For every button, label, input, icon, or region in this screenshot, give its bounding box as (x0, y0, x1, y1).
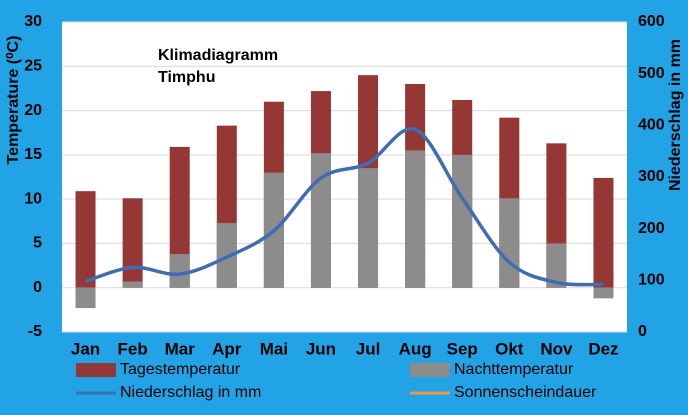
bar (122, 281, 143, 288)
line (85, 127, 604, 287)
legend-label: Tagestemperatur (120, 361, 241, 378)
bar (310, 153, 331, 288)
chart-subtitle: Timphu (158, 69, 215, 86)
legend-label: Nachttemperatur (454, 361, 574, 378)
x-tick-label: Dez (588, 339, 618, 358)
y-tick-label: 10 (24, 190, 42, 207)
x-tick-label: Aug (399, 339, 432, 358)
x-tick-label: Mar (165, 339, 196, 358)
bar (75, 287, 96, 309)
bar (593, 177, 614, 288)
y2-tick-label: 300 (638, 168, 665, 185)
x-tick-label: Jul (356, 339, 381, 358)
y2-tick-label: 400 (638, 117, 665, 134)
bar (122, 198, 143, 288)
bar (358, 168, 379, 288)
legend-label: Sonnenscheindauer (454, 384, 597, 401)
y-tick-label: -5 (28, 323, 42, 340)
y2-tick-label: 200 (638, 220, 665, 237)
y2-axis-label: Niederschlag in mm (667, 39, 684, 191)
plot-area (62, 22, 627, 332)
x-tick-label: Jan (71, 339, 100, 358)
bar (452, 154, 473, 288)
bar (405, 150, 426, 288)
bar (169, 146, 190, 288)
y-tick-label: 0 (33, 279, 42, 296)
bar (593, 287, 614, 299)
y2-tick-label: 500 (638, 65, 665, 82)
legend-swatch (76, 363, 116, 377)
x-tick-label: Sep (447, 339, 478, 358)
y-axis-label: Temperature (⁰C) (5, 36, 22, 165)
bar (546, 243, 567, 288)
y-tick-label: 15 (24, 146, 42, 163)
bar (499, 198, 520, 288)
bar (75, 191, 96, 288)
chart-title: Klimadiagramm (158, 47, 278, 64)
bar (169, 254, 190, 288)
x-tick-label: Mai (260, 339, 288, 358)
y-tick-label: 5 (33, 235, 42, 252)
x-tick-label: Feb (118, 339, 148, 358)
y2-tick-label: 600 (638, 13, 665, 30)
y2-tick-label: 0 (638, 323, 647, 340)
legend-label: Niederschlag in mm (120, 384, 261, 401)
y-tick-label: 30 (24, 13, 42, 30)
x-tick-label: Okt (495, 339, 524, 358)
x-tick-label: Apr (212, 339, 242, 358)
y-tick-label: 20 (24, 102, 42, 119)
legend-swatch (410, 363, 450, 377)
y-tick-label: 25 (24, 58, 42, 75)
x-tick-label: Nov (540, 339, 573, 358)
x-tick-label: Jun (306, 339, 336, 358)
y2-tick-label: 100 (638, 272, 665, 289)
